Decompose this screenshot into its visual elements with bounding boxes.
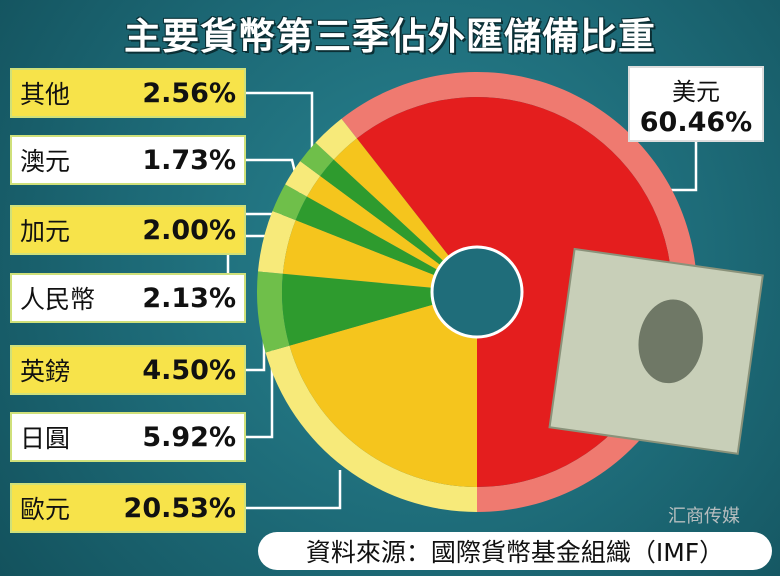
donut-ring-1	[265, 345, 477, 512]
donut-slice-7	[333, 138, 450, 262]
legend-name: 日圓	[20, 424, 71, 453]
legend-name: 美元	[672, 78, 720, 106]
donut-ring-0	[341, 71, 697, 512]
donut-ring-3	[257, 210, 296, 274]
legend-value: 2.56%	[142, 77, 236, 109]
donut-slice-4	[295, 196, 438, 276]
watermark: 汇商传媒	[668, 506, 740, 527]
donut-ring-7	[315, 118, 357, 160]
donut-slice-6	[320, 159, 444, 266]
chart-title: 主要貨幣第三季佔外匯儲備比重	[124, 15, 656, 58]
legend-value: 4.50%	[142, 354, 236, 386]
donut-slice-5	[306, 176, 441, 270]
donut-slice-2	[282, 273, 434, 346]
legend-name: 人民幣	[20, 285, 96, 314]
legend-value: 20.53%	[123, 492, 236, 524]
dollar-bill-image	[548, 247, 764, 455]
leader-line-eur	[246, 470, 342, 510]
legend-label-aud: 澳元 1.73%	[10, 135, 246, 185]
legend-label-eur: 歐元 20.53%	[10, 483, 246, 533]
legend-name: 加元	[20, 217, 71, 246]
legend-label-jpy: 日圓 5.92%	[10, 412, 246, 462]
legend-value: 2.13%	[142, 282, 236, 314]
legend-label-other: 其他 2.56%	[10, 68, 246, 118]
legend-label-cny: 人民幣 2.13%	[10, 273, 246, 323]
legend-label-usd: 美元 60.46%	[628, 66, 764, 142]
donut-slice-3	[282, 220, 436, 288]
legend-name: 英鎊	[20, 357, 71, 386]
legend-value: 2.00%	[142, 214, 236, 246]
legend-value: 1.73%	[142, 144, 236, 176]
leader-line-other	[246, 91, 314, 160]
legend-name: 歐元	[20, 495, 71, 524]
donut-ring-6	[300, 142, 334, 177]
donut-ring-5	[285, 161, 321, 197]
donut-ring-2	[257, 271, 290, 353]
legend-value: 60.46%	[639, 107, 753, 138]
donut-ring-4	[272, 184, 307, 221]
legend-name: 澳元	[20, 147, 71, 176]
legend-label-cad: 加元 2.00%	[10, 205, 246, 255]
legend-name: 其他	[20, 80, 71, 109]
source-note: 資料來源：國際貨幣基金組織（IMF）	[258, 532, 772, 570]
donut-slice-1	[289, 304, 477, 487]
legend-label-gbp: 英鎊 4.50%	[10, 345, 246, 395]
donut-hole	[430, 245, 524, 339]
legend-value: 5.92%	[142, 421, 236, 453]
leader-line-jpy	[246, 350, 274, 439]
